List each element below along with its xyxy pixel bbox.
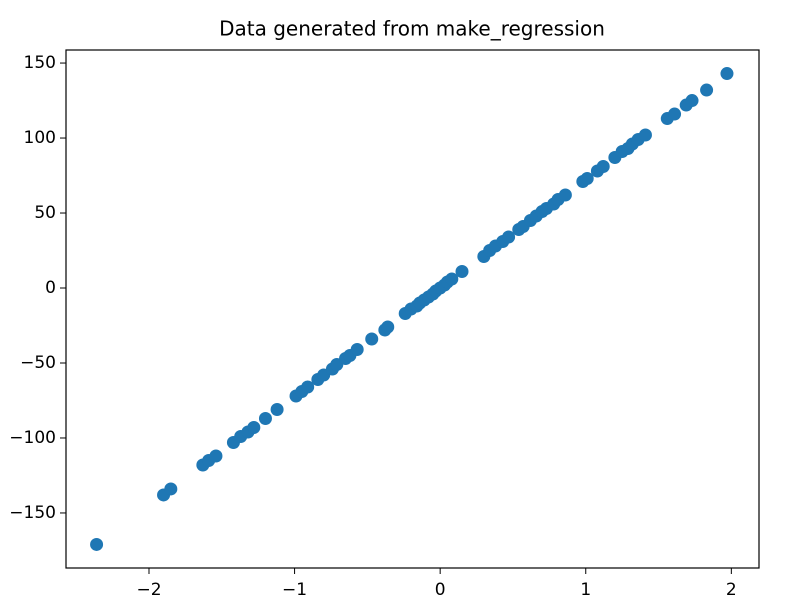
point	[558, 188, 572, 202]
point	[580, 172, 594, 186]
point	[720, 67, 734, 81]
point	[381, 320, 395, 334]
y-tick-label: 100	[24, 128, 56, 148]
point	[258, 411, 272, 425]
y-tick-label: 150	[24, 53, 56, 73]
y-tick-label: −100	[9, 428, 56, 448]
point	[365, 332, 379, 346]
x-tick-label: −2	[136, 580, 161, 600]
point	[164, 482, 178, 496]
point	[455, 265, 469, 279]
point	[685, 94, 699, 108]
y-tick-label: 50	[34, 203, 56, 223]
point	[596, 160, 610, 174]
point	[700, 83, 714, 97]
point	[638, 128, 652, 142]
y-tick-label: −150	[9, 503, 56, 523]
point	[502, 230, 516, 244]
y-tick-label: −50	[20, 353, 56, 373]
x-tick-label: 1	[580, 580, 591, 600]
point	[270, 402, 284, 416]
x-tick-label: 2	[726, 580, 737, 600]
point	[445, 272, 459, 286]
chart-title: Data generated from make_regression	[219, 17, 605, 41]
point	[209, 449, 223, 463]
plot-frame	[65, 49, 760, 569]
point	[301, 380, 315, 394]
point	[90, 537, 104, 551]
point	[668, 107, 682, 121]
point	[247, 420, 261, 434]
x-tick-label: −1	[282, 580, 307, 600]
y-tick-label: 0	[45, 278, 56, 298]
point	[350, 342, 364, 356]
x-tick-label: 0	[435, 580, 446, 600]
